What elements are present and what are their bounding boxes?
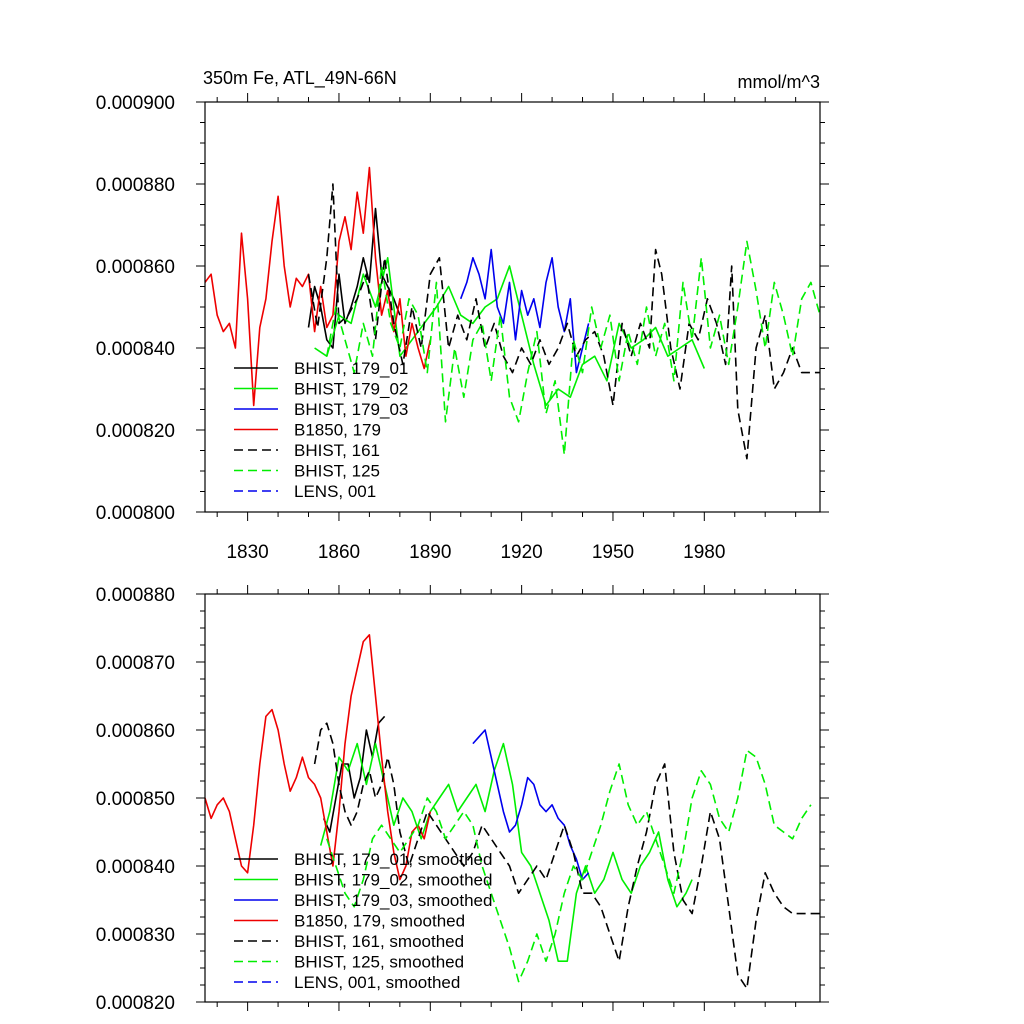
bottom-panel: 0.000820 0.000830 0.000840 0.000850 0.000860… [96,585,829,1014]
bottom-legend-label: BHIST, 125, smoothed [294,953,464,972]
bottom-legend-label: BHIST, 161, smoothed [294,932,464,951]
top-x-tick-label: 1980 [683,542,725,563]
top-y-tick-label: 0.000820 [96,421,175,442]
top-legend-label: BHIST, 179_01 [294,359,408,378]
top-x-tick-label: 1920 [500,542,542,563]
bottom-y-tick-label: 0.000830 [96,925,175,946]
top-legend-label: BHIST, 179_02 [294,380,408,399]
top-legend-label: BHIST, 179_03 [294,400,408,419]
bottom-y-tick-label: 0.000820 [96,993,175,1014]
bottom-y-tick-label: 0.000860 [96,721,175,742]
top-legend-label: BHIST, 161 [294,441,380,460]
bottom-y-tick-label: 0.000870 [96,653,175,674]
bottom-legend-label: LENS, 001, smoothed [294,973,460,992]
bottom-legend-label: B1850, 179, smoothed [294,912,465,931]
top-legend-label: BHIST, 125 [294,462,380,481]
top-y-tick-label: 0.000900 [96,93,175,114]
top-panel: 350m Fe, ATL_49N-66N mmol/m^3 1830 1860 18… [96,68,829,563]
top-panel-units: mmol/m^3 [738,72,820,92]
bottom-y-tick-label: 0.000850 [96,789,175,810]
top-x-tick-label: 1890 [409,542,451,563]
top-y-tick-label: 0.000860 [96,257,175,278]
top-y-tick-label: 0.000880 [96,175,175,196]
top-series-line-2 [459,248,590,374]
bottom-y-tick-label: 0.000840 [96,857,175,878]
bottom-legend-label: BHIST, 179_03, smoothed [294,891,492,910]
bottom-y-tick-label: 0.000880 [96,585,175,606]
top-series-line-4 [307,183,820,460]
bottom-legend-label: BHIST, 179_01, smoothed [294,850,492,869]
top-x-tick-label: 1830 [226,542,268,563]
top-y-tick-label: 0.000800 [96,503,175,524]
bottom-series-line-0 [322,715,386,833]
top-legend-label: B1850, 179 [294,421,381,440]
top-y-tick-label: 0.000840 [96,339,175,360]
top-legend-label: LENS, 001 [294,482,376,501]
top-series-line-5 [326,240,821,456]
bottom-series-line-5 [326,749,812,983]
top-series-line-0 [307,207,401,349]
top-x-tick-label: 1860 [318,542,360,563]
bottom-series-line-3 [204,633,432,881]
top-series-line-3 [204,166,432,407]
top-x-tick-label: 1950 [592,542,634,563]
top-panel-title: 350m Fe, ATL_49N-66N [203,68,397,89]
bottom-legend-label: BHIST, 179_02, smoothed [294,871,492,890]
